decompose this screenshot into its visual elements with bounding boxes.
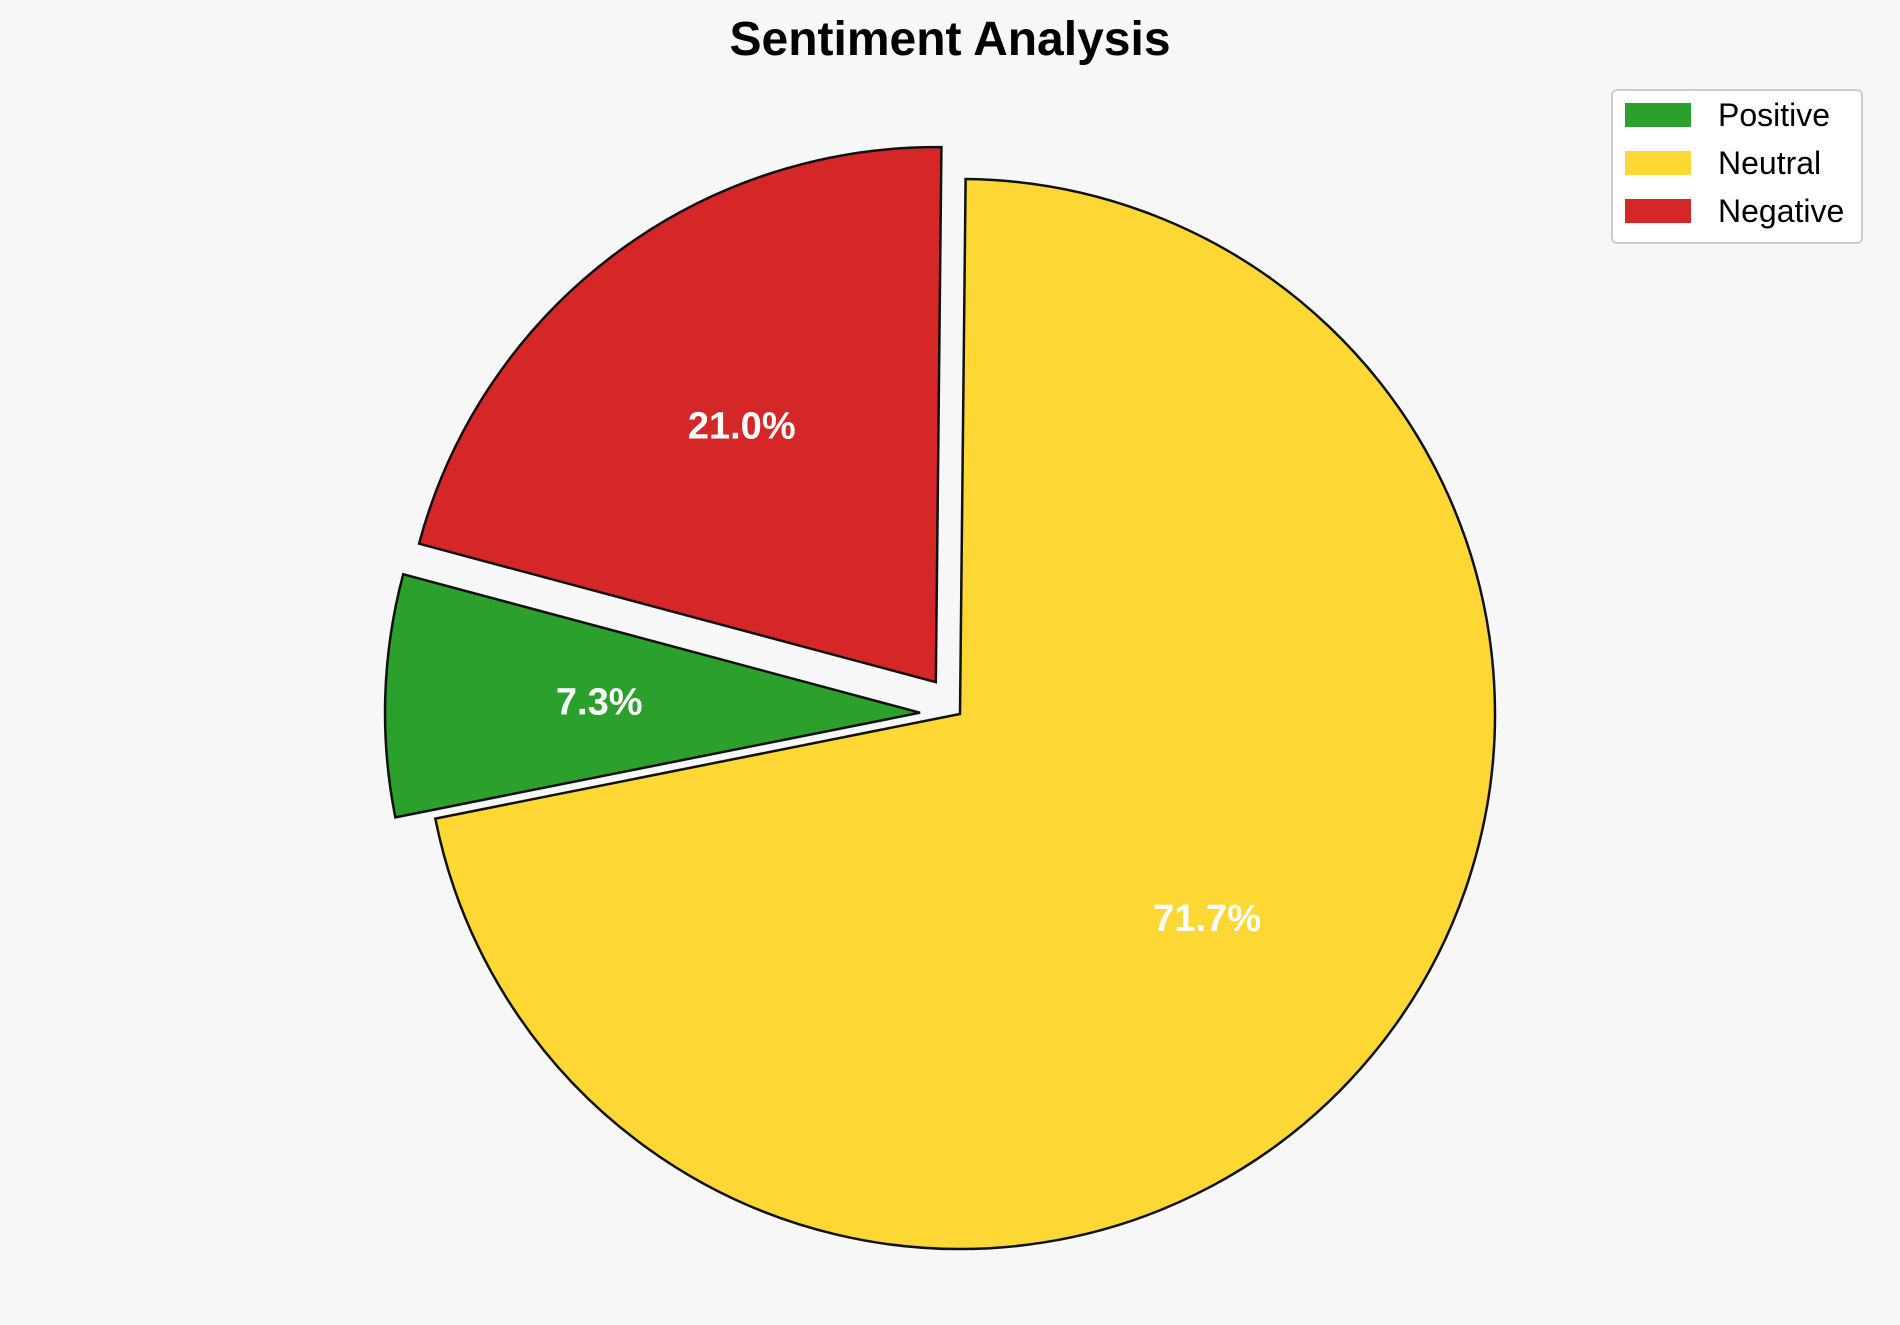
pie-label-negative: 21.0% xyxy=(688,405,796,447)
legend-swatch-neutral xyxy=(1625,151,1691,175)
pie-label-neutral: 71.7% xyxy=(1153,898,1261,940)
legend-label-positive: Positive xyxy=(1718,97,1830,133)
legend-label-negative: Negative xyxy=(1718,193,1844,229)
pie-slice-positive xyxy=(383,572,921,819)
pie-slices xyxy=(383,145,1497,1251)
legend: Positive Neutral Negative xyxy=(1611,89,1863,244)
legend-swatch-positive xyxy=(1625,103,1691,127)
pie-slice-negative xyxy=(417,145,943,684)
legend-swatch-negative xyxy=(1625,199,1691,223)
pie-label-positive: 7.3% xyxy=(556,681,643,723)
chart-title: Sentiment Analysis xyxy=(729,13,1170,66)
legend-label-neutral: Neutral xyxy=(1718,145,1821,181)
pie-slice-neutral xyxy=(433,177,1497,1251)
pie-percentage-labels: 7.3% 71.7% 21.0% xyxy=(556,405,1261,939)
